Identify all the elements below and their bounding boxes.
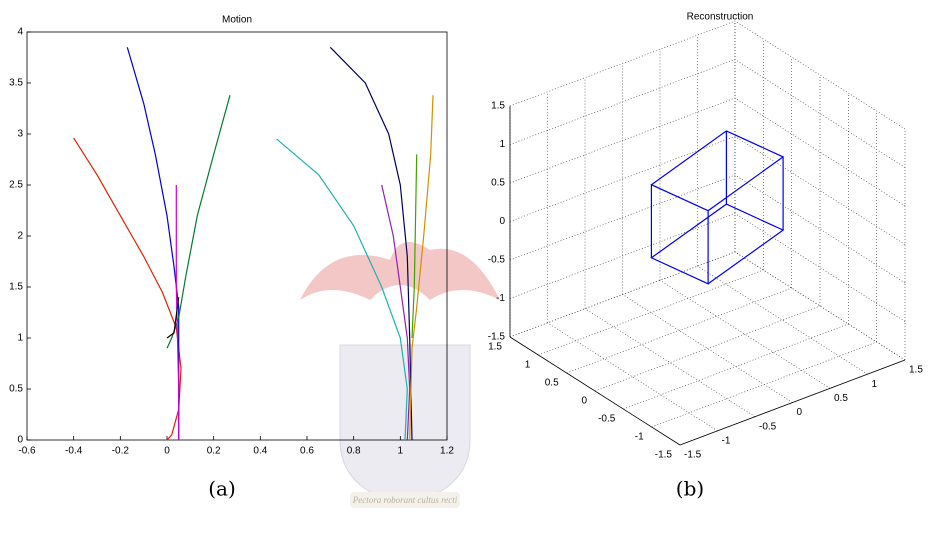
- x-tick-label: 1: [872, 379, 878, 390]
- series-line: [127, 47, 178, 440]
- y-tick-label: -1: [635, 432, 644, 443]
- x-tick-label: -0.6: [18, 446, 36, 457]
- y-tick-label: 0.5: [9, 384, 23, 395]
- y-tick-label: -1.5: [655, 450, 673, 461]
- axis-line: [680, 360, 905, 445]
- z-tick-label: -0.5: [488, 255, 506, 266]
- x-tick-label: 0.5: [834, 393, 848, 404]
- figure: Pectora roborant cultus recti Motion -0.6…: [0, 0, 930, 536]
- x-tick-label: -1.5: [684, 450, 702, 461]
- grid-line: [510, 175, 735, 260]
- grid-line: [595, 306, 820, 391]
- watermark-motto: Pectora roborant cultus recti: [352, 495, 458, 505]
- y-tick-label: 4: [17, 27, 23, 38]
- y-tick-label: 3.5: [9, 78, 23, 89]
- x-tick-label: -1: [722, 435, 731, 446]
- x-tick-label: 0: [797, 407, 803, 418]
- z-tick-label: 0.5: [491, 178, 505, 189]
- y-tick-label: 2.5: [9, 180, 23, 191]
- grid-line: [623, 324, 848, 409]
- z-tick-label: 0: [499, 216, 505, 227]
- grid-line: [510, 214, 735, 299]
- z-tick-label: 1: [499, 139, 505, 150]
- y-tick-label: -0.5: [598, 414, 616, 425]
- y-tick-label: 1: [17, 333, 23, 344]
- y-tick-label: 0: [17, 435, 23, 446]
- x-tick-label: 0.2: [207, 446, 221, 457]
- y-tick-label: 1.5: [9, 282, 23, 293]
- x-tick-label: 0.4: [253, 446, 267, 457]
- y-tick-label: 1: [525, 360, 531, 371]
- z-tick-label: -1: [496, 293, 505, 304]
- chart-title: Motion: [222, 15, 252, 26]
- grid-line: [538, 270, 763, 355]
- watermark-mantling: [300, 242, 500, 300]
- x-tick-label: 1.2: [440, 446, 454, 457]
- caption: (a): [208, 477, 236, 501]
- y-tick-label: 1.5: [488, 342, 502, 353]
- x-tick-label: -0.2: [112, 446, 130, 457]
- x-tick-label: 0.8: [347, 446, 361, 457]
- x-tick-label: -0.4: [65, 446, 83, 457]
- x-tick-label: 1.5: [909, 365, 923, 376]
- y-tick-label: 0.5: [545, 378, 559, 389]
- x-tick-label: 0: [164, 446, 170, 457]
- y-tick-label: 3: [17, 129, 23, 140]
- grid-line: [510, 252, 735, 337]
- x-tick-label: 0.6: [300, 446, 314, 457]
- grid-line: [652, 342, 877, 427]
- chart-title: Reconstruction: [687, 12, 754, 23]
- caption: (b): [676, 477, 704, 501]
- y-tick-label: 2: [17, 231, 23, 242]
- grid-line: [567, 288, 792, 373]
- series-line: [74, 138, 181, 440]
- z-tick-label: 1.5: [491, 101, 505, 112]
- x-tick-label: 1: [398, 446, 404, 457]
- y-tick-label: 0: [581, 396, 587, 407]
- x-tick-label: -0.5: [759, 421, 777, 432]
- axis-line: [510, 337, 680, 445]
